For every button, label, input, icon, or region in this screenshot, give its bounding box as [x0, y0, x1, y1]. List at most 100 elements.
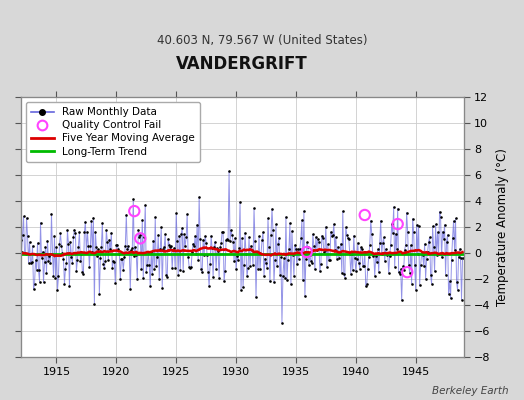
Point: [355, 260, 363, 266]
Point: [389, 204, 398, 210]
Point: [112, 242, 121, 249]
Point: [47, 210, 56, 217]
Point: [50, 233, 59, 239]
Point: [136, 235, 145, 242]
Point: [299, 277, 307, 284]
Point: [424, 239, 433, 246]
Point: [433, 229, 442, 235]
Point: [307, 258, 315, 264]
Point: [132, 252, 140, 258]
Point: [39, 279, 48, 285]
Point: [166, 244, 174, 250]
Point: [442, 238, 451, 245]
Point: [325, 257, 333, 264]
Point: [311, 266, 319, 272]
Point: [87, 218, 95, 224]
Point: [92, 244, 101, 250]
Point: [422, 255, 431, 262]
Point: [20, 250, 29, 256]
Point: [270, 279, 278, 286]
Point: [450, 247, 458, 254]
Point: [381, 246, 390, 252]
Point: [173, 238, 181, 244]
Point: [374, 246, 382, 253]
Point: [444, 290, 453, 297]
Point: [53, 287, 62, 294]
Point: [454, 254, 463, 260]
Point: [234, 257, 242, 264]
Point: [378, 240, 387, 246]
Point: [84, 243, 93, 249]
Point: [40, 259, 49, 266]
Point: [122, 212, 130, 218]
Point: [319, 235, 327, 241]
Point: [377, 251, 386, 257]
Point: [25, 239, 34, 245]
Point: [139, 275, 147, 282]
Point: [231, 235, 239, 241]
Point: [293, 261, 301, 268]
Point: [263, 264, 271, 271]
Point: [379, 234, 388, 240]
Point: [216, 244, 224, 250]
Point: [224, 236, 232, 243]
Point: [388, 221, 396, 227]
Point: [96, 255, 105, 262]
Point: [325, 257, 334, 264]
Point: [392, 246, 401, 252]
Point: [75, 229, 84, 236]
Point: [159, 246, 167, 253]
Point: [127, 246, 136, 253]
Point: [220, 278, 228, 284]
Point: [294, 255, 303, 262]
Point: [339, 208, 347, 214]
Point: [69, 234, 78, 240]
Point: [346, 270, 355, 277]
Point: [294, 246, 302, 253]
Point: [407, 242, 415, 248]
Point: [268, 206, 276, 212]
Point: [259, 229, 267, 236]
Point: [342, 224, 350, 230]
Point: [136, 232, 145, 238]
Point: [21, 251, 30, 258]
Point: [435, 208, 444, 215]
Point: [110, 259, 118, 265]
Point: [252, 294, 260, 300]
Point: [72, 268, 81, 274]
Point: [202, 239, 210, 246]
Point: [304, 244, 312, 251]
Point: [26, 260, 35, 266]
Point: [356, 244, 365, 250]
Point: [397, 266, 405, 272]
Point: [275, 235, 283, 241]
Point: [440, 222, 449, 228]
Point: [204, 269, 212, 276]
Point: [316, 260, 325, 267]
Point: [119, 266, 127, 273]
Point: [171, 265, 179, 272]
Point: [94, 246, 103, 253]
Point: [24, 260, 32, 266]
Point: [152, 263, 160, 269]
Point: [396, 270, 404, 277]
Point: [169, 247, 178, 253]
Point: [402, 209, 411, 216]
Point: [315, 267, 324, 274]
Point: [158, 284, 167, 291]
Point: [36, 220, 45, 226]
Point: [54, 273, 63, 280]
Point: [362, 283, 370, 289]
Point: [289, 252, 297, 259]
Point: [314, 236, 322, 242]
Point: [181, 243, 189, 249]
Point: [340, 271, 348, 278]
Point: [185, 263, 193, 270]
Point: [375, 269, 383, 276]
Point: [76, 258, 84, 264]
Point: [118, 256, 126, 262]
Point: [230, 258, 238, 264]
Point: [368, 253, 377, 259]
Point: [357, 246, 366, 252]
Point: [162, 272, 170, 279]
